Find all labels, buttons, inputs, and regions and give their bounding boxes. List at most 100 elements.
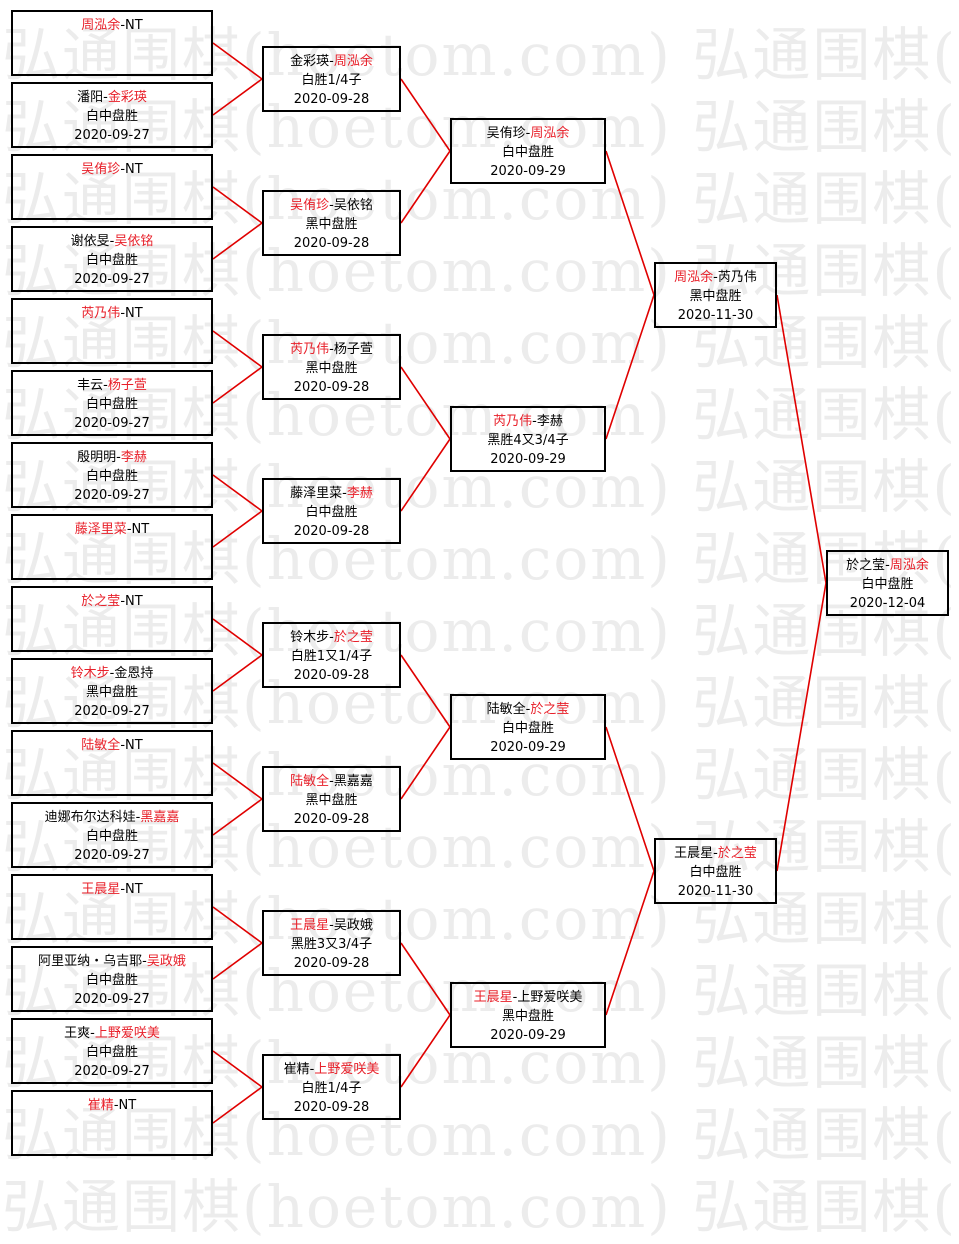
match-box-round-2[interactable]: 陆敏全-黑嘉嘉 黑中盘胜 2020-09-28	[262, 766, 401, 832]
match-box-round-1[interactable]: 铃木步-金恩持 黑中盘胜 2020-09-27	[11, 658, 213, 724]
match-players: 崔精-上野爱咲美	[264, 1060, 399, 1079]
match-players: 於之莹-NT	[13, 592, 211, 611]
separator: -	[120, 162, 126, 177]
match-box-round-2[interactable]: 藤泽里菜-李赫 白中盘胜 2020-09-28	[262, 478, 401, 544]
connector-line	[212, 654, 263, 692]
player-2: 周泓余	[333, 54, 373, 69]
match-box-round-1[interactable]: 吴侑珍-NT	[11, 154, 213, 220]
match-box-round-3[interactable]: 王晨星-上野爱咲美黑中盘胜 2020-09-29	[450, 982, 606, 1048]
match-box-round-1[interactable]: 於之莹-NT	[11, 586, 213, 652]
match-box-round-1[interactable]: 芮乃伟-NT	[11, 298, 213, 364]
match-box-round-1[interactable]: 迪娜布尔达科娃-黑嘉嘉 白中盘胜 2020-09-27	[11, 802, 213, 868]
match-box-round-2[interactable]: 芮乃伟-杨子萱 黑中盘胜 2020-09-28	[262, 334, 401, 400]
match-players: 王晨星-吴政娥	[264, 916, 399, 935]
player-1: 陆敏全	[81, 738, 121, 753]
match-date: 2020-09-28	[293, 956, 370, 971]
match-players: 於之莹-周泓余	[828, 556, 947, 575]
match-box-round-1[interactable]: 殷明明-李赫 白中盘胜 2020-09-27	[11, 442, 213, 508]
match-date: 2020-11-30	[677, 308, 754, 323]
match-box-round-3[interactable]: 陆敏全-於之莹 白中盘胜 2020-09-29	[450, 694, 606, 760]
player-2: NT	[125, 162, 143, 177]
match-players: 周泓余-芮乃伟	[656, 268, 775, 287]
connector-line	[212, 942, 263, 980]
match-players: 藤泽里菜-NT	[13, 520, 211, 539]
match-box-round-2[interactable]: 崔精-上野爱咲美 白胜1/4子 2020-09-28	[262, 1054, 401, 1120]
match-players: 王晨星-於之莹	[656, 844, 775, 863]
match-players: 陆敏全-NT	[13, 736, 211, 755]
match-box-round-3[interactable]: 吴侑珍-周泓余 白中盘胜 2020-09-29	[450, 118, 606, 184]
connector-line	[212, 186, 263, 224]
connector-line	[400, 726, 451, 800]
match-box-round-3[interactable]: 芮乃伟-李赫 黑胜4又3/4子 2020-09-29	[450, 406, 606, 472]
match-date: 2020-09-28	[293, 524, 370, 539]
separator: -	[90, 1026, 95, 1041]
match-box-round-1[interactable]: 谢依旻-吴依铭 白中盘胜 2020-09-27	[11, 226, 213, 292]
match-box-round-1[interactable]: 丰云-杨子萱 白中盘胜 2020-09-27	[11, 370, 213, 436]
player-2: 黑嘉嘉	[333, 774, 373, 789]
connector-line	[400, 78, 451, 152]
match-players: 谢依旻-吴依铭	[13, 232, 211, 251]
player-2: 周泓余	[530, 126, 570, 141]
match-date: 2020-09-29	[490, 740, 566, 755]
match-result: 黑中盘胜	[501, 1009, 554, 1024]
match-box-round-2[interactable]: 铃木步-於之莹 白胜1又1/4子 2020-09-28	[262, 622, 401, 688]
match-box-round-1[interactable]: 王晨星-NT	[11, 874, 213, 940]
match-box-round-1[interactable]: 周泓余-NT	[11, 10, 213, 76]
match-players: 丰云-杨子萱	[13, 376, 211, 395]
match-players: 殷明明-李赫	[13, 448, 211, 467]
connector-line	[212, 366, 263, 404]
connector-line	[212, 78, 263, 116]
match-players: 芮乃伟-杨子萱	[264, 340, 399, 359]
match-players: 王晨星-上野爱咲美	[452, 988, 604, 1007]
connector-line	[400, 438, 451, 512]
player-1: 芮乃伟	[290, 342, 330, 357]
match-date: 2020-09-29	[490, 1028, 566, 1043]
connector-line	[605, 726, 655, 872]
match-result: 白中盘胜	[85, 829, 138, 844]
player-1: 阿里亚纳・乌吉耶	[38, 954, 143, 969]
player-2: 金彩瑛	[107, 90, 147, 105]
separator: -	[120, 882, 126, 897]
player-1: 王晨星	[674, 846, 714, 861]
match-box-round-1[interactable]: 陆敏全-NT	[11, 730, 213, 796]
match-result: 白胜1/4子	[301, 73, 362, 88]
match-result: 白中盘胜	[85, 973, 138, 988]
match-players: 芮乃伟-李赫	[452, 412, 604, 431]
player-2: 於之莹	[717, 846, 757, 861]
match-players: 吴侑珍-NT	[13, 160, 211, 179]
match-date: 2020-09-27	[74, 704, 150, 719]
separator: -	[109, 234, 115, 249]
match-date: 2020-09-27	[74, 128, 150, 143]
player-2: NT	[125, 18, 143, 33]
connector-line	[605, 150, 655, 296]
match-box-round-1[interactable]: 藤泽里菜-NT	[11, 514, 213, 580]
match-players: 陆敏全-黑嘉嘉	[264, 772, 399, 791]
match-box-round-1[interactable]: 阿里亚纳・乌吉耶-吴政娥 白中盘胜 2020-09-27	[11, 946, 213, 1012]
connector-line	[212, 1086, 263, 1124]
separator: -	[525, 702, 531, 717]
player-2: 於之莹	[530, 702, 570, 717]
match-box-round-2[interactable]: 吴侑珍-吴依铭 黑中盘胜 2020-09-28	[262, 190, 401, 256]
match-box-round-2[interactable]: 王晨星-吴政娥 黑胜3又3/4子 2020-09-28	[262, 910, 401, 976]
match-players: 陆敏全-於之莹	[452, 700, 604, 719]
match-box-round-1[interactable]: 王爽-上野爱咲美 白中盘胜 2020-09-27	[11, 1018, 213, 1084]
match-players: 迪娜布尔达科娃-黑嘉嘉	[13, 808, 211, 827]
match-date: 2020-09-27	[74, 416, 150, 431]
match-box-round-1[interactable]: 潘阳-金彩瑛 白中盘胜 2020-09-27	[11, 82, 213, 148]
player-1: 藤泽里菜	[290, 486, 343, 501]
player-1: 吴侑珍	[81, 162, 121, 177]
match-date: 2020-09-28	[293, 236, 370, 251]
match-players: 崔精-NT	[13, 1096, 211, 1115]
match-box-round-5[interactable]: 於之莹-周泓余 白中盘胜 2020-12-04	[826, 550, 949, 616]
match-players: 铃木步-於之莹	[264, 628, 399, 647]
match-date: 2020-09-29	[490, 452, 566, 467]
match-box-round-2[interactable]: 金彩瑛-周泓余 白胜1/4子 2020-09-28	[262, 46, 401, 112]
match-box-round-4[interactable]: 王晨星-於之莹 白中盘胜 2020-11-30	[654, 838, 777, 904]
match-box-round-1[interactable]: 崔精-NT	[11, 1090, 213, 1156]
separator: -	[120, 306, 126, 321]
match-date: 2020-09-28	[293, 1100, 370, 1115]
connector-line	[605, 870, 655, 1016]
match-box-round-4[interactable]: 周泓余-芮乃伟 黑中盘胜 2020-11-30	[654, 262, 777, 328]
player-1: 谢依旻	[70, 234, 110, 249]
connector-line	[400, 942, 451, 1016]
